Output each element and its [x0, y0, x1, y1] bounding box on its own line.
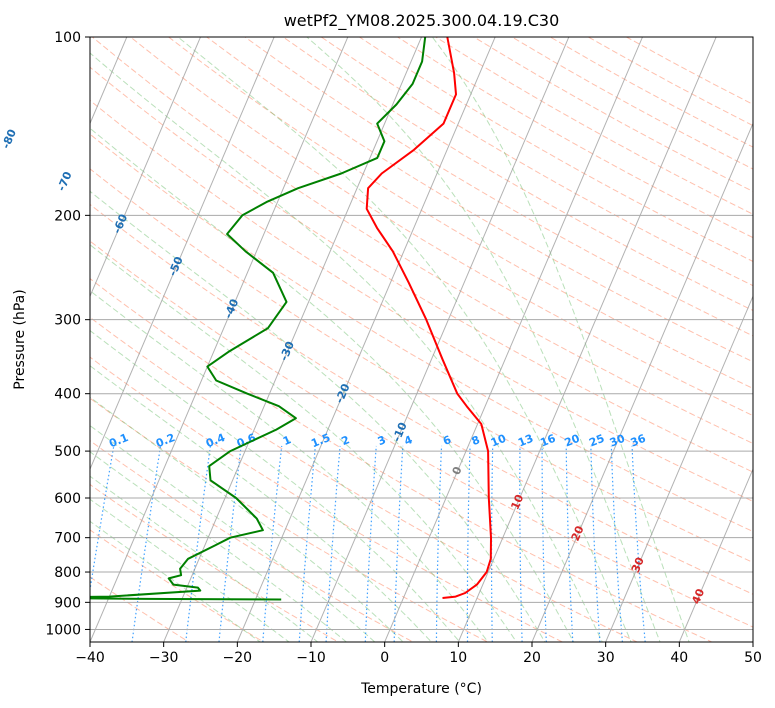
isotherm-line	[163, 37, 423, 642]
x-tick-label: 40	[670, 650, 688, 666]
grid-lines	[90, 37, 753, 642]
x-tick-label: 50	[744, 650, 762, 666]
mixing-ratio-label: 25	[587, 432, 606, 450]
y-tick-label: 600	[54, 491, 81, 507]
isotherm-label: 30	[629, 555, 647, 574]
x-axis-title: Temperature (°C)	[360, 681, 482, 697]
dry-adiabat-line	[90, 203, 753, 595]
y-tick-label: 900	[54, 595, 81, 611]
dry-adiabat-line	[90, 440, 414, 642]
dry-adiabat-line	[90, 133, 753, 533]
isotherm-line	[310, 37, 570, 642]
isotherm-line	[384, 37, 644, 642]
dewpoint-profile-line	[90, 37, 427, 601]
y-tick-label: 400	[54, 387, 81, 403]
dry-adiabat-line	[90, 278, 713, 642]
dry-adiabat-line	[91, 37, 753, 445]
mixing-ratio-line	[90, 445, 115, 594]
y-tick-label: 500	[54, 444, 81, 460]
isotherm-line	[605, 295, 753, 642]
y-tick-label: 800	[54, 565, 81, 581]
x-tick-label: 20	[523, 650, 541, 666]
chart-title: wetPf2_YM08.2025.300.04.19.C30	[284, 11, 560, 31]
moist-adiabat-line	[90, 190, 546, 642]
isotherm-label: 10	[508, 492, 526, 511]
dry-adiabat-line	[90, 66, 753, 473]
isotherm-line	[236, 37, 496, 642]
moist-adiabat-line	[90, 451, 348, 642]
dry-adiabat-line	[90, 483, 340, 642]
mixing-ratio-label: 2	[340, 433, 352, 448]
isotherm-line	[90, 37, 275, 471]
mixing-ratio-label: 20	[563, 432, 582, 450]
mixing-ratio-label: 10	[489, 432, 508, 450]
isotherm-label: 40	[689, 586, 707, 605]
plot-frame	[89, 36, 754, 643]
y-tick-label: 100	[54, 30, 81, 46]
mixing-ratio-label: 1	[281, 433, 293, 448]
y-axis-title: Pressure (hPa)	[12, 289, 28, 389]
isotherm-line	[531, 122, 753, 642]
dry-adiabat-line	[244, 37, 753, 337]
dry-adiabat-line	[320, 37, 753, 287]
y-tick-label: 1000	[45, 622, 81, 638]
dry-adiabat-line	[90, 356, 564, 642]
x-tick-label: −40	[75, 650, 105, 666]
dry-adiabat-line	[129, 37, 753, 417]
mixing-ratio-label: 16	[538, 432, 557, 450]
isotherm-label: 20	[569, 524, 587, 543]
x-tick-label: −30	[149, 650, 179, 666]
isotherm-line	[90, 37, 202, 298]
moist-adiabat-line	[90, 520, 262, 642]
y-tick-label: 300	[54, 313, 81, 329]
mixing-ratio-label: 8	[470, 433, 482, 448]
isotherm-line	[90, 37, 349, 642]
isotherm-line	[457, 37, 717, 642]
isotherm-line	[678, 467, 753, 642]
axes: −40 −30 −20 −10 0 10 20 30 40 50 100 200 300 400 500 60…	[45, 30, 762, 666]
moist-adiabat-line	[90, 365, 433, 642]
y-tick-label: 200	[54, 208, 81, 224]
dry-adiabat-line	[90, 529, 265, 642]
x-tick-label: −20	[223, 650, 253, 666]
mixing-ratio-label: 13	[516, 432, 535, 450]
temperature-profile-line	[365, 37, 492, 599]
x-tick-label: −10	[296, 650, 326, 666]
mixing-ratio-label: 3	[376, 433, 388, 448]
y-tick-label: 700	[54, 531, 81, 547]
mixing-ratio-label: 36	[629, 432, 648, 450]
dry-adiabat-line	[205, 37, 753, 363]
mixing-ratio-label: 30	[608, 432, 627, 450]
x-tick-label: 30	[597, 650, 615, 666]
x-tick-label: 10	[449, 650, 467, 666]
profile-series	[90, 37, 492, 601]
dry-adiabat-line	[90, 240, 753, 628]
isotherm-line	[90, 37, 128, 125]
x-tick-label: 0	[380, 650, 389, 666]
